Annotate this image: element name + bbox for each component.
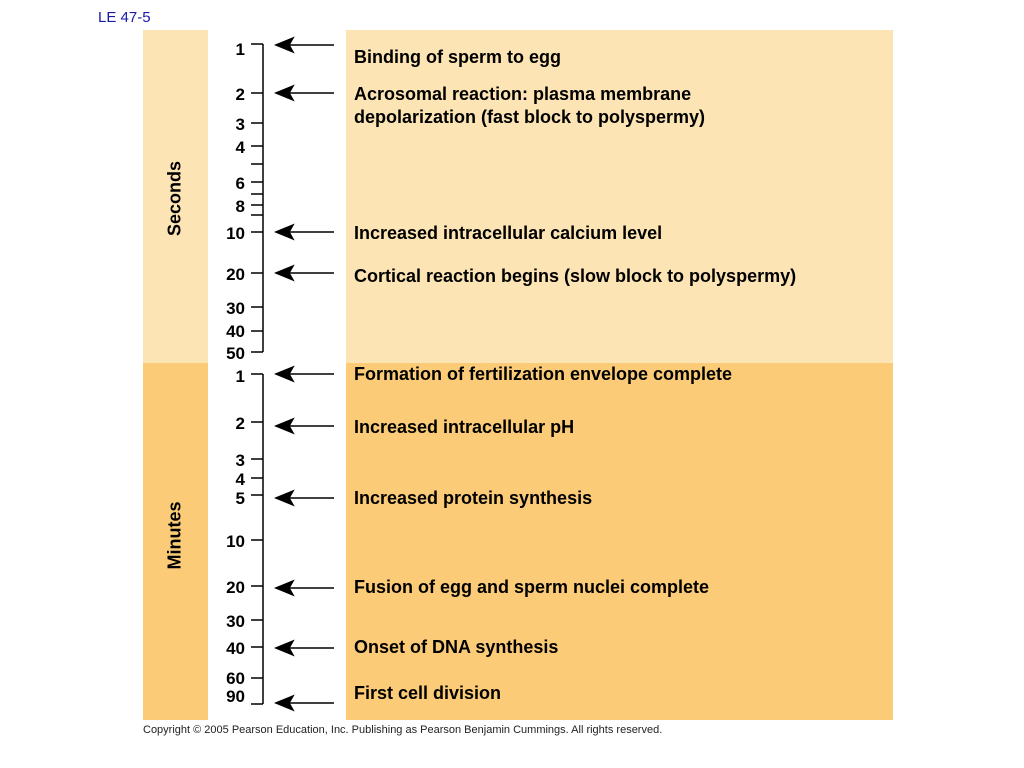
tick-label-minutes: 10	[226, 532, 245, 551]
tick-label-seconds: 20	[226, 265, 245, 284]
tick-label-seconds: 3	[235, 115, 245, 134]
tick-label-minutes: 30	[226, 612, 245, 631]
seconds-events-panel	[346, 30, 893, 363]
tick-label-minutes: 60	[226, 669, 245, 688]
event-calcium: Increased intracellular calcium level	[354, 223, 663, 243]
arrow-icon	[274, 489, 334, 507]
tick-label-seconds: 4	[235, 138, 245, 157]
arrow-icon	[274, 694, 334, 712]
slide-label: LE 47-5	[98, 9, 151, 26]
tick-label-seconds: 30	[226, 299, 245, 318]
tick-label-seconds: 2	[235, 85, 245, 104]
minutes-band: Minutes	[143, 363, 208, 720]
tick-label-seconds: 8	[235, 197, 245, 216]
arrow-icon	[274, 84, 334, 102]
event-binding: Binding of sperm to egg	[354, 47, 561, 67]
arrow-icon	[274, 223, 334, 241]
tick-label-minutes: 1	[235, 367, 245, 386]
arrow-icon	[274, 639, 334, 657]
tick-label-minutes: 40	[226, 639, 245, 658]
tick-label-seconds: 1	[235, 40, 245, 59]
event-acrosomal-line1: Acrosomal reaction: plasma membrane	[354, 84, 692, 104]
tick-label-seconds: 6	[235, 174, 245, 193]
event-acrosomal-line2: depolarization (fast block to polyspermy…	[354, 107, 706, 127]
minutes-events-panel	[346, 363, 893, 720]
event-cell-division: First cell division	[354, 683, 502, 703]
tick-label-minutes: 4	[235, 470, 245, 489]
arrow-icon	[274, 365, 334, 383]
event-protein: Increased protein synthesis	[354, 488, 593, 508]
event-nuclei-fusion: Fusion of egg and sperm nuclei complete	[354, 577, 710, 597]
event-cortical: Cortical reaction begins (slow block to …	[354, 266, 797, 286]
arrow-icon	[274, 579, 334, 597]
event-ph: Increased intracellular pH	[354, 417, 575, 437]
tick-label-seconds: 10	[226, 224, 245, 243]
tick-label-minutes: 3	[235, 451, 245, 470]
tick-label-seconds: 40	[226, 322, 245, 341]
seconds-band: Seconds	[143, 30, 208, 363]
tick-label-minutes: 5	[235, 489, 245, 508]
tick-label-minutes: 20	[226, 578, 245, 597]
copyright-notice: Copyright © 2005 Pearson Education, Inc.…	[143, 724, 663, 736]
arrow-icon	[274, 36, 334, 54]
event-envelope: Formation of fertilization envelope comp…	[354, 364, 733, 384]
tick-label-minutes: 90	[226, 687, 245, 706]
tick-label-minutes: 2	[235, 414, 245, 433]
arrow-icon	[274, 417, 334, 435]
event-dna-synthesis: Onset of DNA synthesis	[354, 637, 559, 657]
tick-label-seconds: 50	[226, 344, 245, 363]
arrow-icon	[274, 264, 334, 282]
